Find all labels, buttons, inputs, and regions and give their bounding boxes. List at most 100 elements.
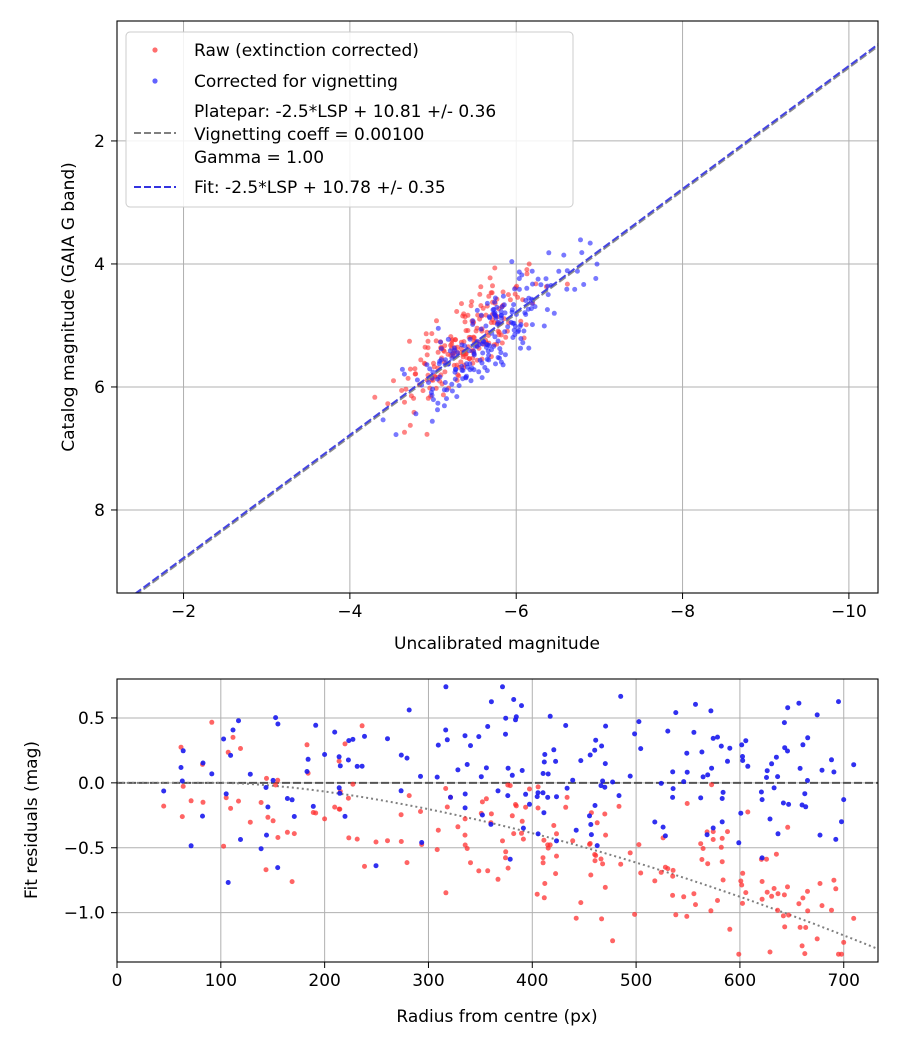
data-point	[429, 418, 435, 424]
residual-corrected-point	[179, 778, 185, 784]
residual-raw-point	[829, 907, 834, 913]
residual-corrected-point	[594, 843, 600, 849]
residual-corrected-point	[831, 769, 837, 775]
residual-corrected-point	[354, 763, 360, 769]
data-point	[485, 342, 491, 348]
residual-raw-point	[221, 843, 227, 849]
residual-raw-point	[304, 742, 310, 748]
data-point	[403, 386, 409, 392]
residual-corrected-point	[547, 713, 553, 719]
magnitude-x-ticks: −2 −4 −6 −8 −10	[171, 593, 867, 622]
data-point	[495, 328, 501, 334]
residual-corrected-point	[764, 768, 770, 774]
data-point	[485, 348, 491, 354]
data-point	[497, 346, 503, 352]
residual-raw-point	[542, 881, 548, 886]
residual-corrected-point	[618, 693, 624, 699]
data-point	[511, 327, 517, 333]
residual-corrected-point	[759, 855, 765, 861]
residual-corrected-point	[638, 746, 644, 752]
residual-raw-point	[563, 804, 569, 810]
residual-corrected-point	[362, 733, 367, 739]
residual-corrected-point	[758, 789, 764, 795]
residual-raw-point	[708, 908, 714, 914]
magnitude-x-axis-label: Uncalibrated magnitude	[394, 634, 600, 654]
x-tick-label: −8	[670, 602, 695, 622]
residual-corrected-point	[602, 761, 608, 767]
data-point	[545, 292, 551, 298]
data-point	[479, 360, 485, 366]
residual-raw-point	[564, 794, 570, 800]
residual-raw-point	[476, 868, 482, 874]
data-point	[495, 355, 501, 360]
residual-corrected-point	[540, 790, 546, 796]
data-point	[470, 318, 476, 324]
residual-raw-point	[710, 829, 716, 835]
residual-corrected-point	[284, 796, 290, 801]
y-tick-label: −1.0	[64, 904, 105, 924]
residual-corrected-point	[814, 712, 820, 718]
residual-corrected-point	[602, 784, 608, 790]
residual-raw-point	[802, 951, 808, 957]
data-point	[500, 362, 506, 368]
residual-corrected-point	[598, 783, 604, 789]
residual-corrected-point	[785, 705, 791, 711]
residual-raw-point	[553, 871, 559, 877]
residual-corrected-point	[554, 794, 559, 800]
residual-raw-point	[627, 850, 633, 856]
data-point	[490, 283, 495, 289]
data-point	[423, 331, 429, 337]
residual-corrected-point	[652, 819, 658, 825]
residual-raw-point	[495, 876, 501, 882]
magnitude-y-ticks: 2 4 6 8	[94, 132, 117, 521]
residual-corrected-point	[627, 773, 633, 779]
residual-raw-point	[739, 882, 745, 888]
residual-raw-point	[819, 903, 825, 909]
data-point	[435, 376, 440, 382]
data-point	[468, 303, 474, 309]
data-point	[532, 304, 538, 310]
residual-corrected-point	[291, 814, 297, 819]
data-point	[420, 388, 426, 394]
data-point	[502, 329, 508, 335]
residual-raw-point	[632, 911, 638, 917]
data-point	[538, 282, 544, 288]
data-point	[399, 388, 405, 393]
data-point	[492, 312, 498, 318]
residual-raw-point	[336, 806, 342, 812]
data-point	[448, 342, 454, 348]
residual-raw-point	[404, 860, 410, 866]
residual-raw-point	[540, 860, 546, 866]
residual-raw-point	[805, 888, 810, 894]
residual-raw-point	[773, 851, 779, 857]
residual-raw-point	[342, 741, 348, 747]
residual-raw-point	[554, 853, 559, 859]
data-point	[459, 301, 464, 307]
residual-corrected-point	[513, 717, 518, 723]
data-point	[484, 368, 490, 374]
residual-corrected-point	[520, 825, 526, 831]
residual-raw-point	[462, 842, 468, 848]
residual-raw-point	[670, 892, 676, 898]
residual-raw-point	[841, 939, 847, 945]
residual-corrected-point	[797, 765, 803, 771]
residual-raw-point	[691, 891, 697, 897]
residual-corrected-point	[588, 822, 594, 827]
data-point	[511, 302, 517, 308]
data-point	[517, 323, 523, 329]
data-point	[495, 338, 501, 344]
residual-raw-point	[698, 841, 704, 847]
magnitude-fit-lines	[134, 43, 878, 593]
residual-raw-point	[468, 860, 473, 866]
residual-raw-point	[684, 913, 690, 919]
residual-corrected-point	[230, 727, 236, 733]
residual-corrected-point	[805, 778, 810, 783]
data-point	[431, 364, 437, 370]
residual-raw-point	[743, 890, 749, 896]
residual-corrected-point	[775, 831, 781, 837]
residual-corrected-point	[570, 777, 576, 783]
residuals-plot-area	[117, 679, 878, 962]
residual-corrected-point	[509, 772, 515, 778]
residual-raw-point	[797, 924, 803, 930]
residual-corrected-point	[178, 765, 184, 770]
